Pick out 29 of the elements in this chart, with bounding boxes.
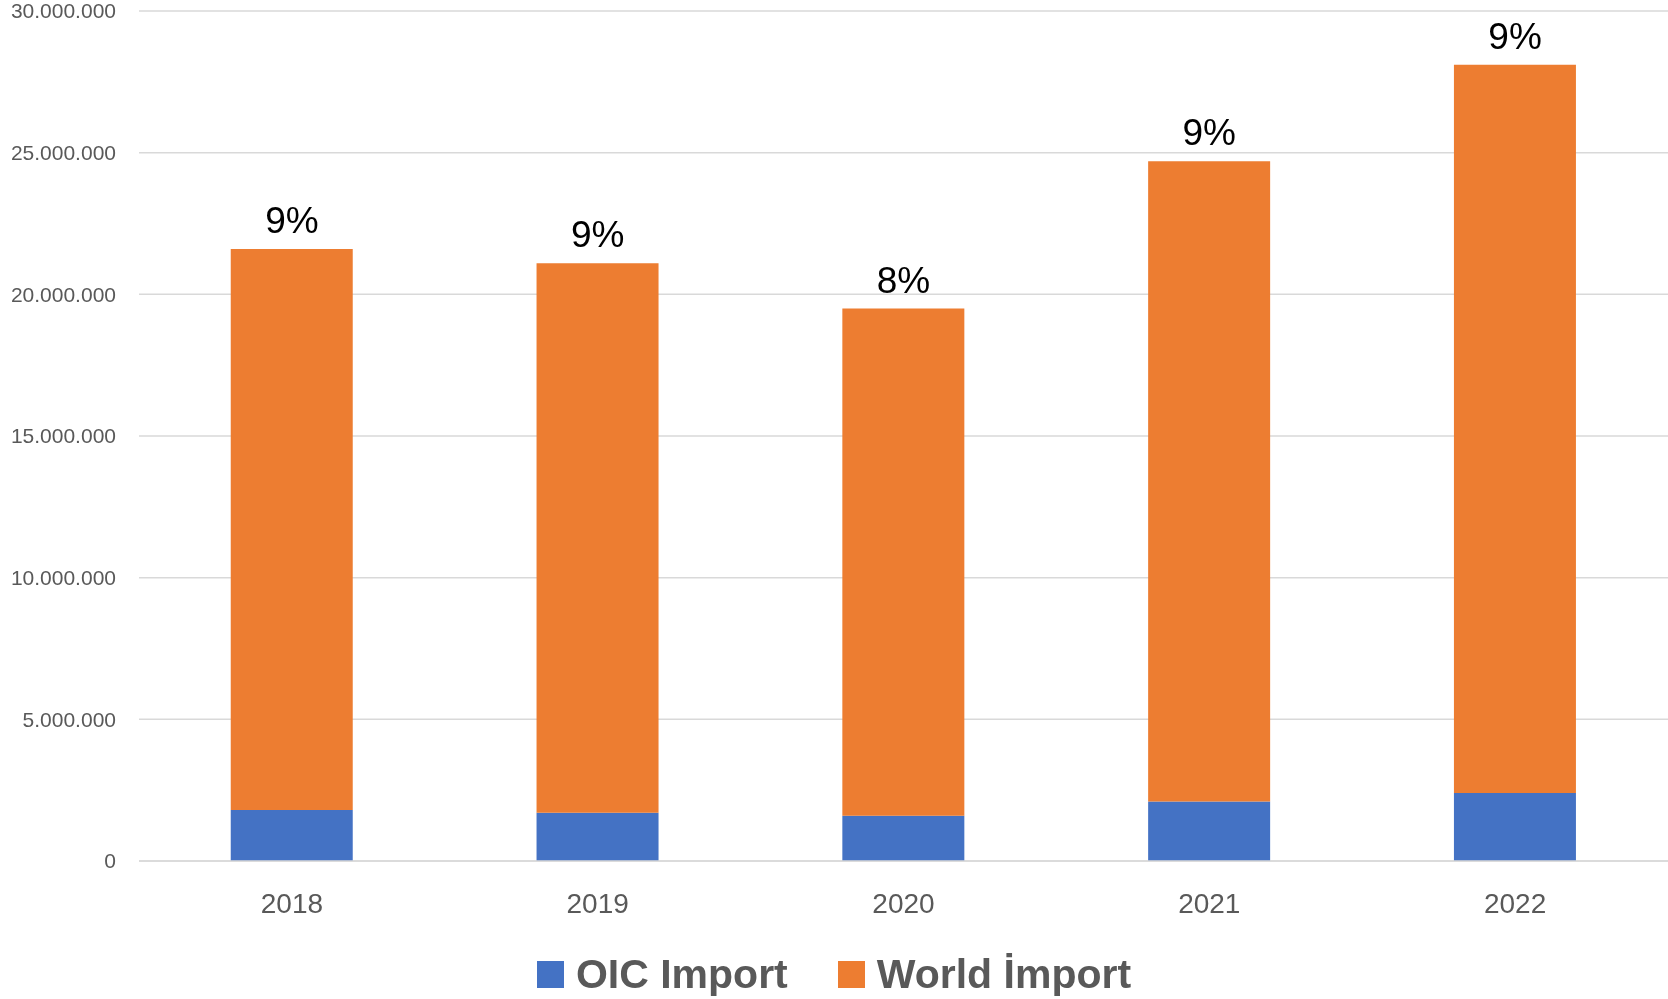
bar	[842, 815, 965, 861]
x-tick-label: 2019	[566, 887, 629, 919]
x-tick-label: 2022	[1483, 887, 1547, 919]
y-tick-label: 5.000.000	[22, 707, 116, 731]
y-tick-label: 0	[104, 849, 116, 873]
annotation: 9%	[1488, 15, 1542, 57]
bar	[230, 249, 353, 810]
legend-label: OIC Import	[575, 950, 788, 998]
y-tick-label: 15.000.000	[10, 424, 116, 448]
bar	[230, 810, 353, 861]
annotation: 9%	[570, 214, 625, 256]
y-tick-label: 10.000.000	[10, 566, 116, 590]
bar	[1148, 161, 1271, 802]
x-tick-label: 2018	[260, 887, 324, 919]
annotation: 9%	[265, 200, 319, 241]
x-tick-label: 2021	[1178, 887, 1241, 919]
bar	[1453, 64, 1576, 793]
y-tick-label: 25.000.000	[10, 141, 116, 165]
bar	[536, 812, 659, 861]
bar	[1453, 793, 1576, 861]
y-tick-label: 30.000.000	[10, 0, 116, 23]
y-tick-label: 20.000.000	[10, 282, 116, 306]
x-tick-label: 2020	[872, 887, 935, 919]
bar	[1148, 801, 1271, 861]
annotation: 8%	[876, 259, 931, 301]
annotation: 9%	[1182, 112, 1237, 154]
bar	[536, 263, 659, 813]
bar	[842, 308, 965, 816]
legend-label: World İmport	[876, 950, 1132, 998]
